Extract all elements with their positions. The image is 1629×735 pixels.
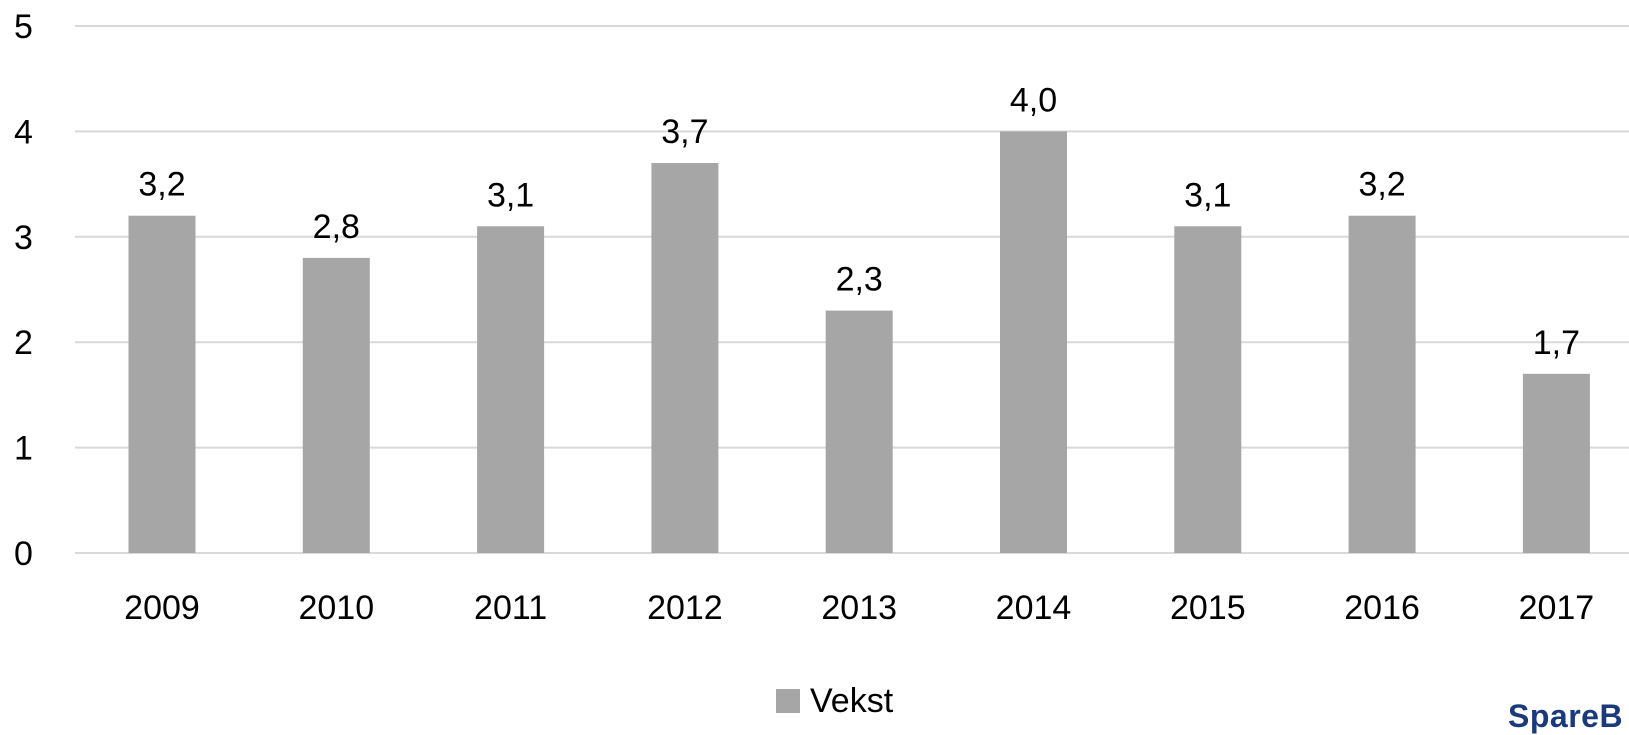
x-tick-label: 2012: [647, 589, 723, 627]
data-label: 3,2: [1358, 166, 1405, 204]
y-tick-label: 0: [14, 535, 33, 573]
y-tick-label: 3: [14, 219, 33, 257]
bar: [477, 226, 545, 553]
y-tick-label: 1: [14, 430, 33, 468]
data-label: 3,7: [661, 113, 708, 151]
legend-swatch: [776, 689, 800, 713]
data-label: 3,2: [138, 166, 185, 204]
x-tick-label: 2010: [298, 589, 374, 627]
bar: [1174, 226, 1242, 553]
bar: [128, 215, 196, 553]
legend: Vekst: [776, 684, 893, 718]
y-tick-label: 4: [14, 113, 33, 151]
bar: [1000, 131, 1067, 553]
data-label: 1,7: [1533, 324, 1580, 362]
bar: [825, 310, 893, 553]
x-tick-label: 2011: [474, 589, 547, 627]
y-axis-ticks: 0 1 2 3 4 5: [14, 8, 33, 573]
bar: [1348, 215, 1416, 553]
legend-label: Vekst: [810, 682, 894, 720]
x-tick-label: 2016: [1344, 589, 1420, 627]
data-label: 2,8: [313, 208, 360, 246]
bars: [128, 131, 1590, 553]
y-tick-label: 5: [14, 8, 33, 46]
data-label: 3,1: [1184, 176, 1231, 214]
y-tick-label: 2: [14, 324, 33, 362]
bar: [651, 163, 719, 553]
logo: SpareB: [1508, 698, 1624, 734]
bar: [1522, 373, 1590, 553]
x-tick-label: 2009: [124, 589, 200, 627]
x-axis-ticks: 2009 2010 2011 2012 2013 2014 2015 2016 2017: [124, 589, 1594, 627]
bar: [302, 257, 370, 553]
data-label: 4,0: [1010, 81, 1057, 119]
x-tick-label: 2017: [1519, 589, 1595, 627]
x-tick-label: 2015: [1170, 589, 1246, 627]
x-tick-label: 2013: [821, 589, 897, 627]
x-tick-label: 2014: [996, 589, 1072, 627]
data-label: 3,1: [487, 176, 534, 214]
data-label: 2,3: [836, 261, 883, 299]
data-labels: 3,2 2,8 3,1 3,7 2,3 4,0 3,1 3,2 1,7: [138, 81, 1580, 361]
